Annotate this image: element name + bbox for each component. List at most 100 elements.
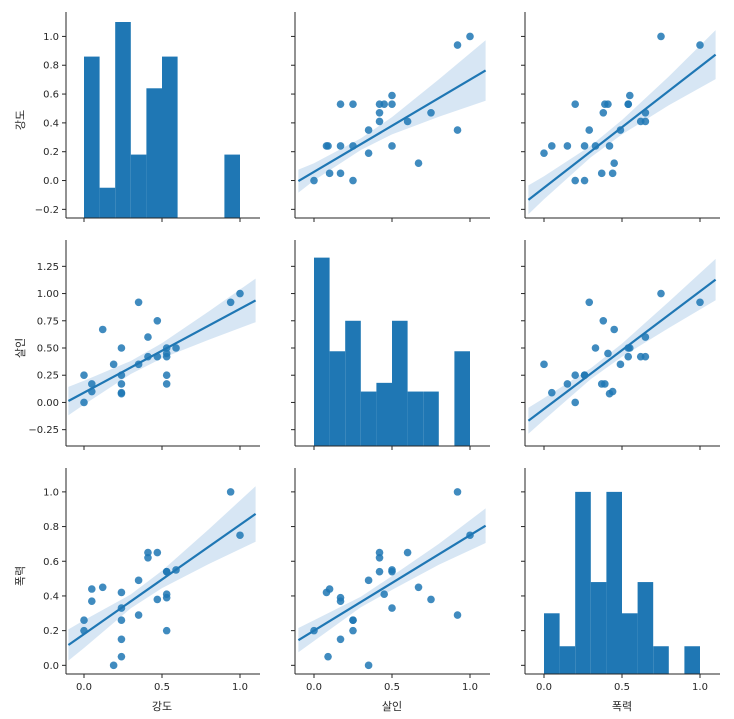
histogram-bar <box>345 320 361 446</box>
histogram-bar <box>146 88 162 218</box>
x-tick-label: 0.5 <box>154 682 170 693</box>
scatter-point <box>571 176 579 185</box>
histogram-bar <box>329 351 346 446</box>
confidence-band <box>68 486 256 661</box>
y-tick-label: 0.2 <box>43 626 59 637</box>
scatter-point <box>80 616 88 625</box>
scatter-point <box>403 117 412 126</box>
y-axis-label: 강도 <box>14 110 27 130</box>
scatter-point <box>162 352 171 361</box>
scatter-point <box>585 298 594 307</box>
scatter-point <box>580 142 589 150</box>
scatter-point <box>172 344 180 352</box>
scatter-point <box>403 548 412 557</box>
scatter-point <box>604 100 612 108</box>
regression-line <box>527 278 717 422</box>
histogram-bar <box>392 320 408 446</box>
histogram-bar <box>130 154 147 218</box>
scatter-point <box>349 626 357 635</box>
histogram-bar <box>590 582 607 674</box>
scatter-point <box>117 344 126 352</box>
scatter-point <box>80 398 88 407</box>
x-axis-label: 살인 <box>382 700 402 713</box>
scatter-point <box>605 142 614 150</box>
histogram-bar <box>99 187 116 218</box>
scatter-point <box>336 635 345 644</box>
regression-line <box>67 513 257 646</box>
y-tick-label: 0.6 <box>43 90 59 101</box>
scatter-point <box>610 159 618 168</box>
regression-line <box>67 299 257 402</box>
histogram-bar <box>559 646 576 674</box>
scatter-point <box>414 583 423 592</box>
y-axis-label: 폭력 <box>14 566 27 586</box>
y-tick-label: 1.25 <box>37 262 59 273</box>
x-tick-label: 0.0 <box>536 682 552 693</box>
y-tick-label: 0.4 <box>43 591 59 602</box>
scatter-point <box>80 371 88 380</box>
x-tick-label: 1.0 <box>692 682 708 693</box>
x-axis-label: 강도 <box>152 700 172 713</box>
scatter-point <box>591 344 600 352</box>
scatter-point <box>563 142 572 150</box>
scatter-point <box>336 142 345 150</box>
scatter-point <box>414 159 423 168</box>
scatter-point <box>375 548 384 557</box>
scatter-point <box>599 316 608 325</box>
scatter-point <box>563 380 572 388</box>
scatter-point <box>641 352 650 361</box>
histogram-bar <box>314 257 330 446</box>
scatter-point <box>98 325 107 334</box>
scatter-point <box>657 289 665 298</box>
x-axis-label: 폭력 <box>612 700 632 713</box>
scatter-point <box>364 149 373 157</box>
scatter-point <box>144 553 152 562</box>
scatter-point <box>571 100 579 108</box>
scatter-point <box>453 611 462 619</box>
scatter-point <box>109 360 118 369</box>
y-tick-label: 0.25 <box>37 371 59 382</box>
histogram-bar <box>544 613 560 674</box>
scatter-point <box>657 32 665 41</box>
scatter-point <box>571 398 579 407</box>
scatter-point <box>236 531 244 540</box>
scatter-point <box>540 360 548 369</box>
x-tick-label: 0.5 <box>614 682 630 693</box>
scatter-point <box>427 595 435 604</box>
histogram-bar <box>684 646 700 674</box>
scatter-point <box>117 389 126 398</box>
scatter-point <box>375 567 384 576</box>
scatter-point <box>696 41 704 49</box>
scatter-point <box>134 576 143 585</box>
y-tick-label: −0.2 <box>35 205 59 216</box>
scatter-point <box>162 626 171 635</box>
scatter-point <box>624 352 633 361</box>
scatter-point <box>153 316 162 325</box>
scatter-point <box>98 583 107 592</box>
scatter-point <box>349 616 357 625</box>
regression-line <box>297 69 487 183</box>
histogram-bar <box>407 391 424 446</box>
confidence-band <box>298 40 486 193</box>
scatter-point <box>364 576 373 585</box>
scatter-point <box>88 597 96 605</box>
histogram-bar <box>360 391 377 446</box>
x-tick-label: 0.0 <box>306 682 322 693</box>
scatter-point <box>580 176 589 185</box>
histogram-bar <box>115 22 131 218</box>
y-axis-label: 살인 <box>14 338 27 358</box>
scatter-point <box>117 380 126 388</box>
scatter-point <box>616 360 625 369</box>
scatter-point <box>117 635 126 644</box>
scatter-point <box>322 142 331 150</box>
x-tick-label: 1.0 <box>462 682 478 693</box>
scatter-point <box>548 388 556 397</box>
scatter-point <box>599 108 608 117</box>
scatter-point <box>364 126 373 134</box>
scatter-point <box>153 595 162 604</box>
y-tick-label: 0.75 <box>37 316 59 327</box>
scatter-point <box>322 588 331 597</box>
scatter-point <box>153 548 162 557</box>
y-tick-label: 0.2 <box>43 147 59 158</box>
